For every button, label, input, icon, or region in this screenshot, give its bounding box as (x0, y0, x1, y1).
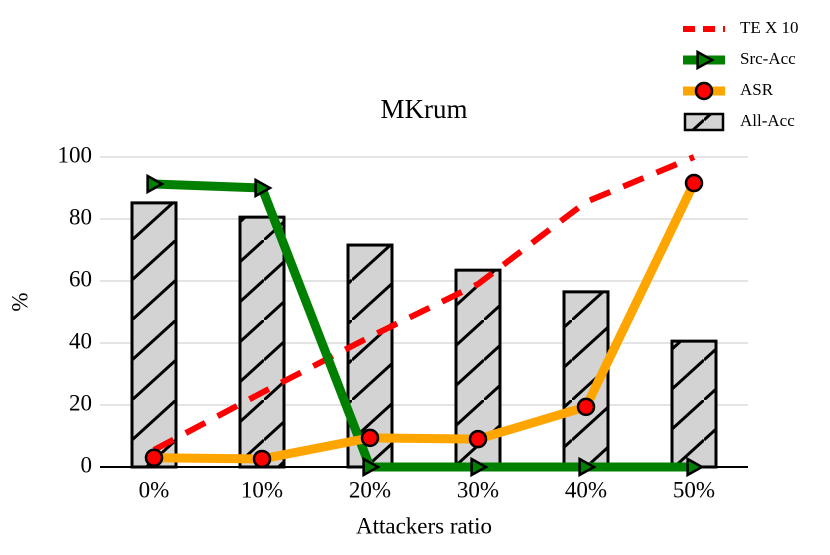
legend-label: TE X 10 (740, 18, 799, 37)
marker (146, 173, 165, 195)
bar (130, 201, 178, 469)
legend-label: Src-Acc (740, 49, 796, 68)
y-tick-label: 100 (58, 142, 93, 167)
y-tick-label: 40 (69, 328, 92, 353)
marker (686, 456, 705, 478)
marker (470, 456, 489, 478)
marker (254, 177, 273, 199)
bar (670, 339, 718, 469)
marker (578, 456, 597, 478)
marker (252, 449, 272, 469)
legend-marker (696, 49, 715, 71)
x-tick-label: 30% (457, 477, 499, 502)
line (152, 154, 696, 453)
marker (360, 428, 380, 448)
x-tick-label: 0% (139, 477, 170, 502)
chart-title: MKrum (381, 94, 468, 124)
legend-swatch (683, 112, 725, 132)
x-axis-label: Attackers ratio (356, 513, 492, 538)
x-tick-label: 50% (673, 477, 715, 502)
marker (576, 397, 596, 417)
y-tick-label: 80 (69, 204, 92, 229)
x-tick-label: 40% (565, 477, 607, 502)
x-tick-label: 10% (241, 477, 283, 502)
legend-marker (694, 81, 714, 101)
y-tick-label: 0 (81, 452, 93, 477)
legend-label: ASR (740, 80, 774, 99)
marker (468, 429, 488, 449)
legend-label: All-Acc (740, 111, 795, 130)
marker (144, 448, 164, 467)
bar (238, 215, 286, 469)
y-axis-label: % (7, 292, 32, 311)
x-tick-label: 20% (349, 477, 391, 502)
y-tick-label: 20 (69, 390, 92, 415)
y-tick-label: 60 (69, 266, 92, 291)
line (153, 181, 699, 464)
marker (684, 173, 704, 193)
marker (362, 456, 381, 478)
line (153, 179, 694, 472)
